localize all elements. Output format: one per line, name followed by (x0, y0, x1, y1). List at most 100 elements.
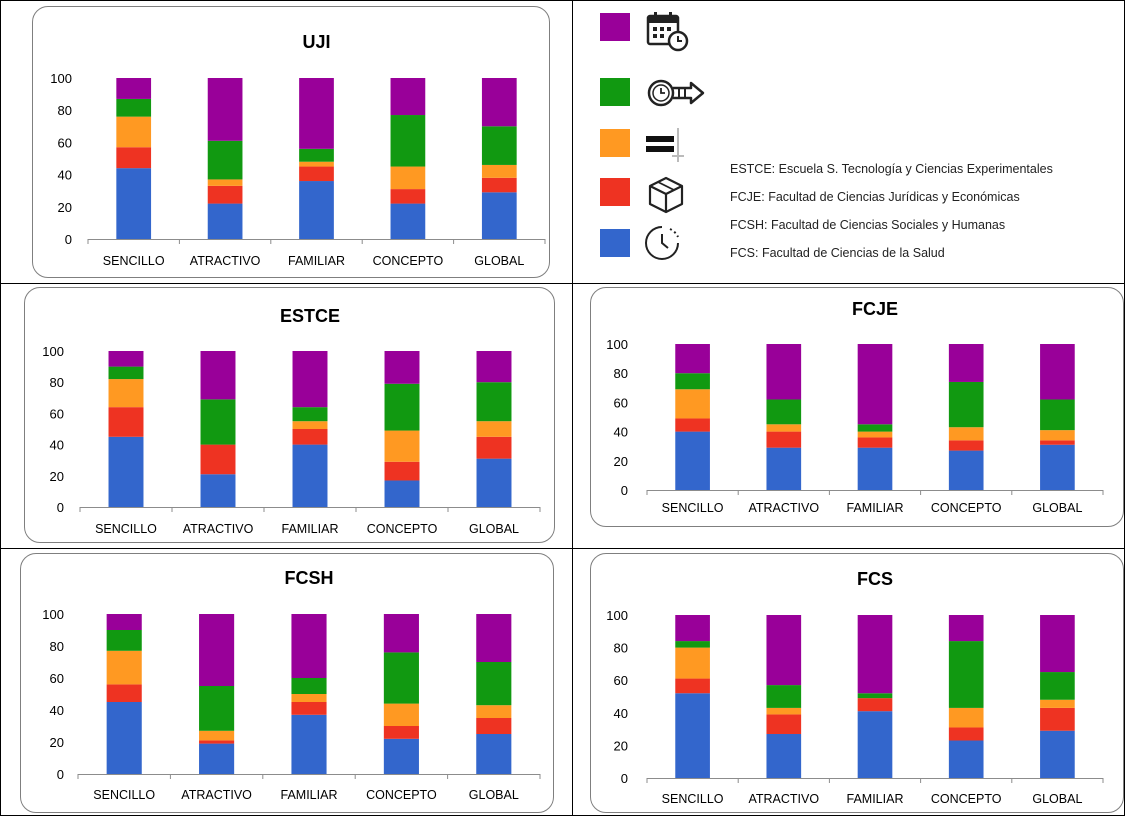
bar-segment-purple-atractivo (199, 614, 235, 686)
y-tick-label: 80 (614, 366, 628, 381)
y-tick-label: 100 (606, 608, 628, 623)
bar-segment-green-atractivo (200, 399, 236, 445)
bar-segment-blue-familiar (857, 711, 893, 778)
y-tick-label: 0 (621, 771, 628, 786)
bar-segment-purple-familiar (857, 615, 893, 694)
y-tick-label: 100 (606, 337, 628, 352)
bar-segment-orange-global (1040, 430, 1075, 441)
bar-segment-blue-sencillo (106, 702, 142, 774)
bar-segment-green-sencillo (106, 630, 142, 651)
bar-segment-blue-sencillo (675, 693, 710, 778)
y-tick-label: 0 (65, 232, 72, 247)
bar-segment-purple-atractivo (766, 615, 802, 686)
bar-segment-green-atractivo (199, 686, 235, 731)
x-tick-label: SENCILLO (662, 501, 724, 515)
bar-segment-purple-atractivo (200, 351, 236, 400)
legend-swatch-red (600, 178, 630, 206)
x-tick-label: GLOBAL (474, 254, 524, 268)
bar-segment-orange-atractivo (207, 179, 243, 186)
chart-title-fcje: FCJE (852, 299, 898, 319)
bar-segment-red-global (481, 177, 517, 193)
bar-segment-purple-global (1040, 615, 1075, 673)
bar-segment-purple-global (476, 351, 512, 383)
bar-segment-green-global (476, 662, 512, 706)
legend-swatch-green (600, 78, 630, 106)
bar-segment-blue-atractivo (207, 203, 243, 239)
bar-segment-red-familiar (857, 437, 893, 448)
bar-segment-purple-global (476, 614, 512, 662)
y-tick-label: 100 (50, 71, 72, 86)
bar-segment-green-familiar (857, 693, 893, 699)
bar-segment-red-atractivo (766, 431, 802, 448)
x-tick-label: ATRACTIVO (748, 792, 819, 806)
y-tick-label: 80 (614, 641, 628, 656)
x-tick-label: ATRACTIVO (181, 788, 252, 802)
y-tick-label: 60 (614, 673, 628, 688)
abbreviation-fcs: FCS: Facultad de Ciencias de la Salud (730, 246, 945, 260)
bar-segment-green-global (1040, 399, 1075, 431)
bar-segment-green-sencillo (675, 641, 710, 648)
bar-segment-green-global (481, 126, 517, 165)
bar-segment-red-concepto (383, 726, 419, 739)
chart-title-uji: UJI (302, 32, 330, 52)
bar-segment-purple-sencillo (106, 614, 142, 630)
x-tick-label: FAMILIAR (281, 788, 338, 802)
x-tick-label: ATRACTIVO (190, 254, 261, 268)
bar-segment-purple-concepto (383, 614, 419, 653)
x-tick-label: SENCILLO (103, 254, 165, 268)
y-tick-label: 40 (614, 706, 628, 721)
x-tick-label: CONCEPTO (367, 522, 438, 536)
y-tick-label: 80 (50, 639, 64, 654)
abbreviation-estce: ESTCE: Escuela S. Tecnología y Ciencias … (730, 162, 1053, 176)
bar-segment-green-concepto (948, 381, 984, 428)
bar-segment-green-global (1040, 672, 1075, 700)
bar-segment-red-sencillo (675, 678, 710, 694)
bar-segment-purple-concepto (390, 78, 426, 116)
bar-segment-red-atractivo (207, 185, 243, 204)
legend-swatch-blue (600, 229, 630, 257)
bar-segment-blue-familiar (299, 181, 334, 239)
bar-segment-orange-familiar (299, 161, 334, 167)
y-tick-label: 100 (42, 344, 64, 359)
x-tick-label: FAMILIAR (847, 501, 904, 515)
bar-segment-blue-concepto (383, 738, 419, 774)
bar-segment-green-concepto (390, 115, 426, 167)
x-tick-label: ATRACTIVO (183, 522, 254, 536)
bar-segment-purple-sencillo (675, 344, 710, 374)
bar-segment-orange-concepto (948, 427, 984, 441)
y-tick-label: 20 (58, 200, 72, 215)
bar-segment-orange-concepto (390, 166, 426, 190)
bar-segment-red-global (476, 436, 512, 459)
bar-segment-red-concepto (948, 440, 984, 451)
bar-segment-red-familiar (299, 166, 334, 182)
x-tick-label: GLOBAL (469, 788, 519, 802)
bar-segment-red-sencillo (675, 418, 710, 432)
timer-icon (645, 226, 679, 260)
clock-arrow-icon (647, 79, 705, 107)
bar-segment-orange-concepto (383, 703, 419, 726)
bar-segment-red-familiar (292, 429, 328, 445)
x-tick-label: SENCILLO (95, 522, 157, 536)
bar-segment-blue-atractivo (200, 474, 236, 507)
bar-segment-orange-familiar (291, 694, 327, 702)
bar-segment-green-familiar (292, 407, 328, 422)
bar-segment-blue-sencillo (116, 168, 152, 239)
bar-segment-orange-sencillo (116, 116, 152, 148)
x-tick-label: FAMILIAR (288, 254, 345, 268)
bar-segment-blue-atractivo (766, 733, 802, 778)
y-tick-label: 20 (614, 738, 628, 753)
bar-segment-red-sencillo (108, 407, 144, 437)
bar-segment-green-atractivo (766, 399, 802, 425)
bar-segment-red-concepto (948, 727, 984, 741)
bar-segment-green-sencillo (116, 98, 152, 117)
x-tick-label: CONCEPTO (373, 254, 444, 268)
equals-bars-icon (646, 128, 684, 162)
bar-segment-green-familiar (857, 424, 893, 432)
y-tick-label: 40 (614, 425, 628, 440)
x-tick-label: ATRACTIVO (748, 501, 819, 515)
bar-segment-blue-atractivo (766, 447, 802, 490)
y-tick-label: 100 (42, 607, 64, 622)
bar-segment-blue-sencillo (675, 431, 710, 490)
